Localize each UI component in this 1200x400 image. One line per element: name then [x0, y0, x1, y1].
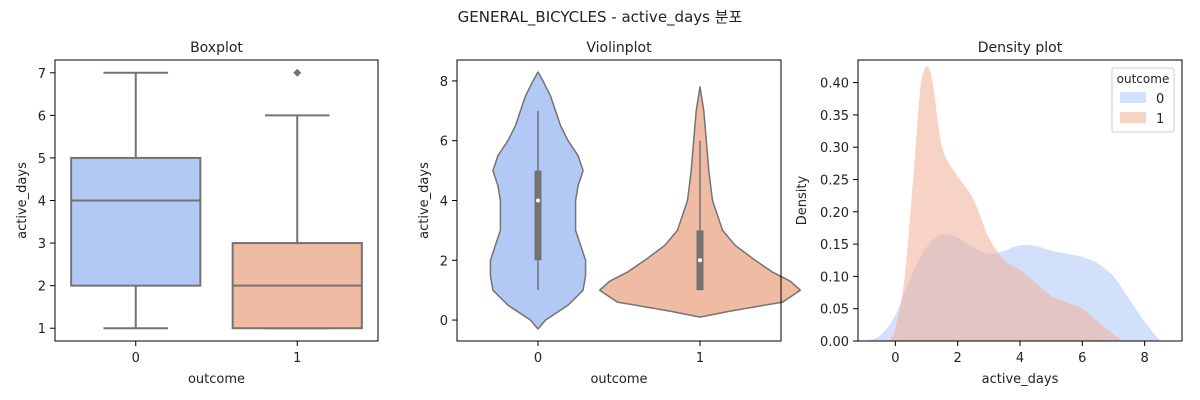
violinplot-ytick-label: 8 — [440, 75, 448, 90]
boxplot-ytick-label: 3 — [38, 237, 46, 252]
density-plot-panel: Density plot 0.00 0.05 0.10 0.15 0.20 0.25 0.30… — [795, 40, 1183, 387]
violin-median-point — [698, 258, 702, 263]
boxplot-ytick-label: 6 — [38, 109, 46, 124]
boxplot-box-0 — [70, 156, 202, 287]
boxplot-outlier-point — [293, 68, 302, 77]
boxplot-xtick-label: 1 — [293, 351, 301, 366]
density-ytick-label: 0.00 — [820, 335, 849, 350]
boxplot-ylabel: active_days — [15, 162, 30, 239]
density-xtick-label: 6 — [1078, 351, 1086, 366]
boxplot-ytick-label: 5 — [38, 152, 46, 167]
density-legend-swatch-1 — [1120, 112, 1146, 123]
violinplot-panel: Violinplot 0 2 4 6 8 0 1 outcome active_days — [417, 40, 802, 387]
density-legend-label: 1 — [1156, 112, 1164, 127]
density-ytick-label: 0.35 — [820, 109, 849, 124]
density-title: Density plot — [978, 40, 1063, 56]
violinplot-xtick-label: 1 — [696, 351, 704, 366]
density-ylabel: Density — [795, 175, 810, 225]
density-xlabel: active_days — [982, 372, 1059, 387]
density-ytick-label: 0.05 — [820, 303, 849, 318]
boxplot-ytick-label: 2 — [38, 280, 46, 295]
violinplot-xlabel: outcome — [590, 372, 647, 387]
violin-median-point — [536, 198, 540, 203]
density-xtick-label: 4 — [1016, 351, 1024, 366]
density-axes-frame — [857, 59, 1183, 342]
violinplot-ytick-label: 0 — [440, 314, 448, 329]
density-ytick-label: 0.15 — [820, 238, 849, 253]
density-area-1 — [889, 66, 1123, 342]
density-xtick-label: 2 — [954, 351, 962, 366]
density-xtick-label: 0 — [891, 351, 899, 366]
density-ytick-label: 0.30 — [820, 141, 849, 156]
figure-suptitle: GENERAL_BICYCLES - active_days 분포 — [458, 8, 743, 27]
density-ytick-label: 0.20 — [820, 206, 849, 221]
boxplot-ytick-label: 4 — [38, 195, 46, 210]
boxplot-xtick-label: 0 — [132, 351, 140, 366]
density-legend-swatch-0 — [1120, 92, 1146, 103]
density-ytick-label: 0.10 — [820, 270, 849, 285]
boxplot-ytick-label: 1 — [38, 322, 46, 337]
density-xtick-label: 8 — [1140, 351, 1148, 366]
density-ytick-label: 0.40 — [820, 77, 849, 92]
boxplot-panel: Boxplot 1 2 3 4 5 6 7 0 1 outcome active_days — [15, 40, 379, 387]
violinplot-ytick-label: 2 — [440, 254, 448, 269]
density-ytick-label: 0.25 — [820, 174, 849, 189]
violinplot-ytick-label: 6 — [440, 135, 448, 150]
boxplot-xlabel: outcome — [188, 372, 245, 387]
boxplot-ytick-label: 7 — [38, 67, 46, 82]
density-legend-title: outcome — [1117, 72, 1170, 86]
violinplot-xtick-label: 0 — [534, 351, 542, 366]
violin-iqr-box — [534, 170, 542, 261]
violinplot-ytick-label: 4 — [440, 195, 448, 210]
violinplot-title: Violinplot — [586, 40, 652, 56]
violinplot-axes-frame — [456, 59, 782, 342]
violinplot-ylabel: active_days — [417, 162, 432, 239]
density-legend-label: 0 — [1156, 92, 1164, 107]
boxplot-axes-frame — [54, 59, 379, 342]
boxplot-title: Boxplot — [190, 40, 243, 56]
